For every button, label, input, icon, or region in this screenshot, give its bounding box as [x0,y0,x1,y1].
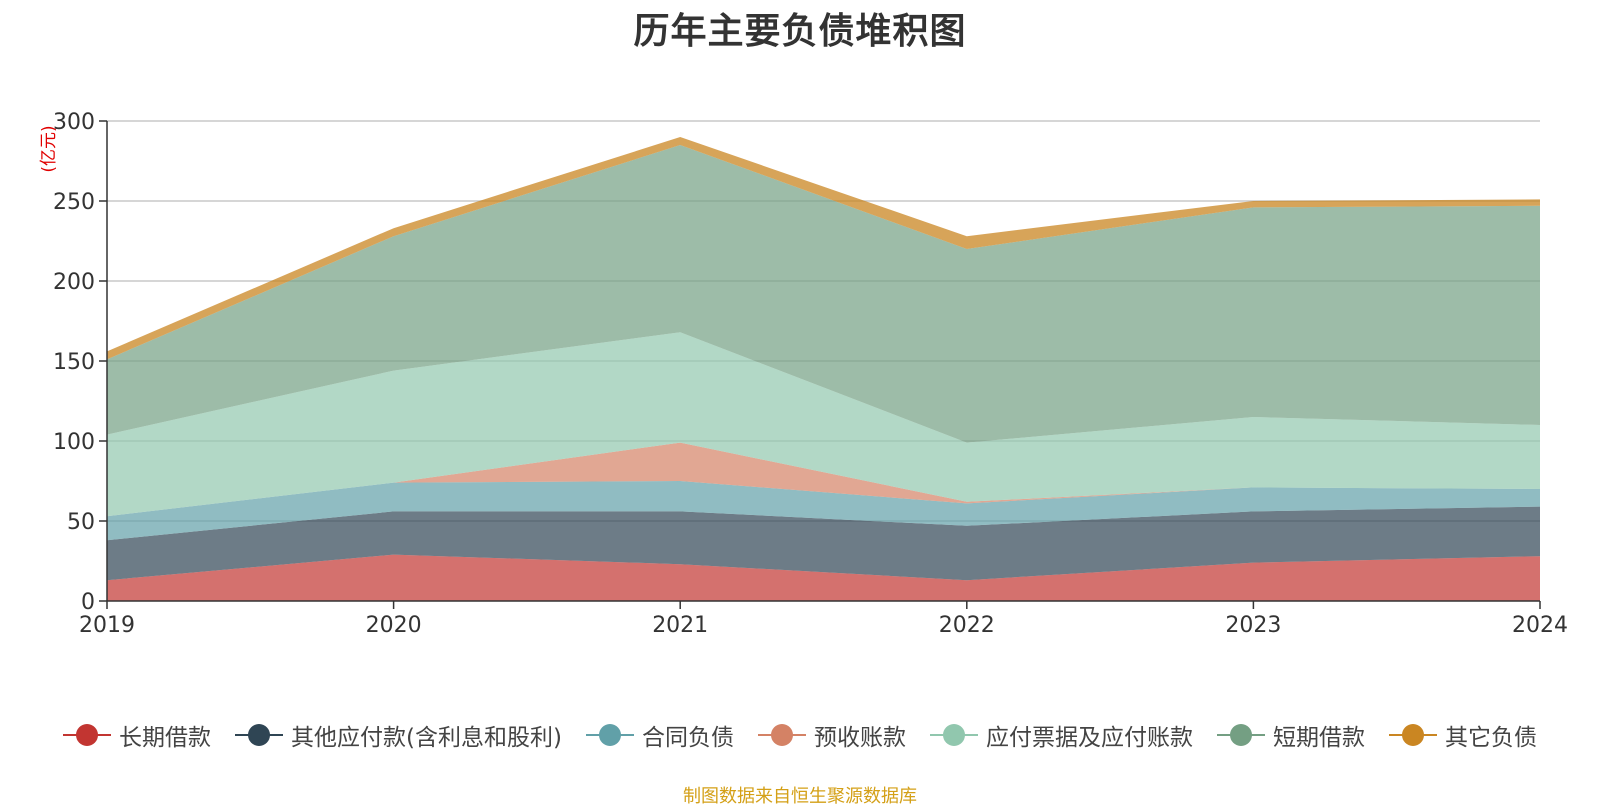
legend-item[interactable]: 长期借款 [63,718,211,752]
legend-item[interactable]: 其他应付款(含利息和股利) [235,718,562,752]
legend-label: 长期借款 [119,725,212,751]
y-tick-label: 50 [67,510,95,535]
chart-legend: 长期借款 其他应付款(含利息和股利) 合同负债 预收账款 应付票据及应付账款 短期借款 其它… [0,718,1600,752]
y-axis-unit-label: (亿元) [38,125,59,173]
y-tick-label: 250 [53,190,95,215]
chart-title: 历年主要负债堆积图 [633,11,967,52]
x-tick-label: 2019 [79,613,135,638]
series-area [107,506,1540,581]
legend-label: 应付票据及应付账款 [985,725,1193,751]
series-area [107,332,1540,517]
legend-item[interactable]: 其它负债 [1388,718,1537,752]
legend-label: 合同负债 [641,725,734,751]
legend-marker-icon [1388,723,1437,747]
legend-label: 其它负债 [1444,725,1537,751]
y-tick-label: 200 [53,270,95,295]
x-tick-label: 2023 [1225,613,1281,638]
legend-marker-icon [235,723,284,747]
series-area [107,481,1540,541]
legend-label: 其他应付款(含利息和股利) [291,725,562,751]
y-tick-label: 100 [53,430,95,455]
legend-item[interactable]: 合同负债 [585,718,734,752]
y-tick-label: 0 [81,590,95,615]
legend-marker-icon [63,723,112,747]
legend-marker-icon [929,723,978,747]
legend-label: 预收账款 [813,725,906,751]
legend-item[interactable]: 应付票据及应付账款 [929,718,1193,752]
legend-item[interactable]: 短期借款 [1216,718,1365,752]
legend-label: 短期借款 [1272,725,1365,751]
x-tick-label: 2024 [1512,613,1568,638]
x-tick-label: 2022 [939,613,995,638]
y-tick-label: 300 [53,110,95,135]
legend-marker-icon [1216,723,1265,747]
legend-marker-icon [757,723,806,747]
x-tick-label: 2021 [652,613,708,638]
data-source-note: 制图数据来自恒生聚源数据库 [683,786,917,807]
legend-item[interactable]: 预收账款 [757,718,906,752]
x-tick-label: 2020 [366,613,422,638]
y-tick-label: 150 [53,350,95,375]
series-area [107,145,1540,443]
legend-marker-icon [585,723,634,747]
series-area [107,554,1540,601]
series-area [107,442,1540,517]
